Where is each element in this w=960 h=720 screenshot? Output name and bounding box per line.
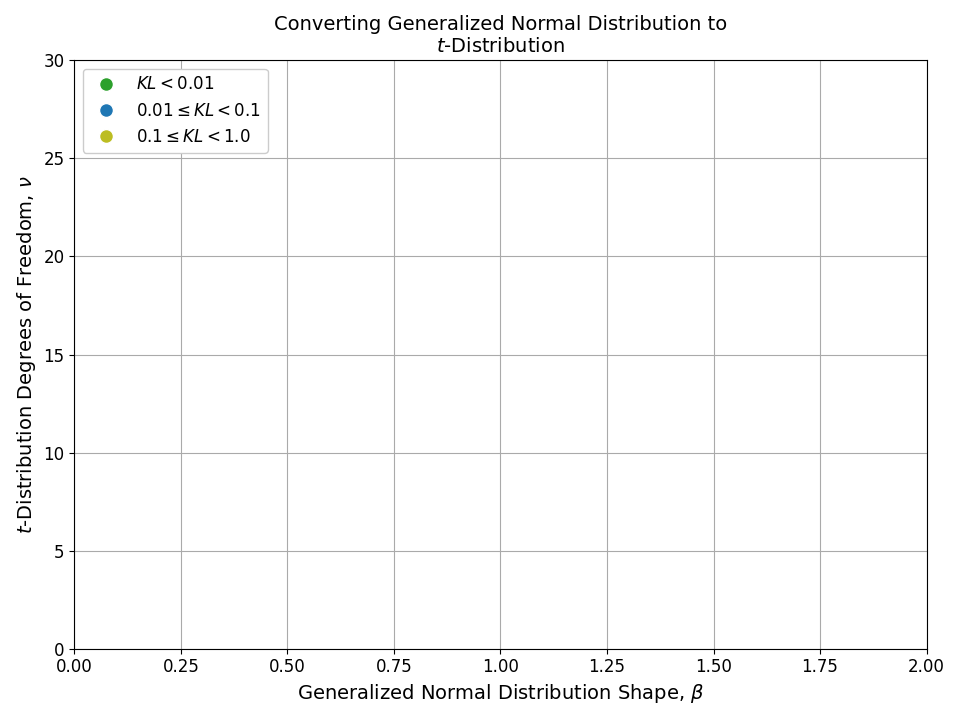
Y-axis label: $t$-Distribution Degrees of Freedom, $\nu$: $t$-Distribution Degrees of Freedom, $\n… <box>15 175 38 534</box>
X-axis label: Generalized Normal Distribution Shape, $\beta$: Generalized Normal Distribution Shape, $… <box>297 682 705 705</box>
Title: Converting Generalized Normal Distribution to
$t$-Distribution: Converting Generalized Normal Distributi… <box>274 15 727 56</box>
Legend: $KL < 0.01$, $0.01 \leq KL < 0.1$, $0.1 \leq KL < 1.0$: $KL < 0.01$, $0.01 \leq KL < 0.1$, $0.1 … <box>83 68 268 153</box>
